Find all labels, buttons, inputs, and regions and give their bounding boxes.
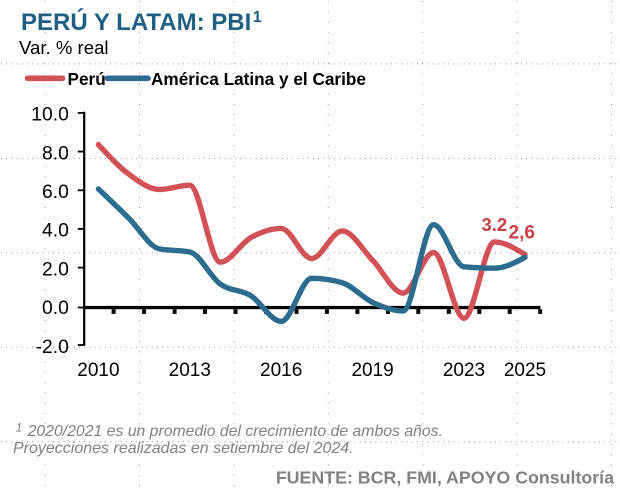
svg-text:2023: 2023 <box>443 360 485 381</box>
svg-text:FUENTE: BCR, FMI, APOYO Consul: FUENTE: BCR, FMI, APOYO Consultoría <box>276 467 614 487</box>
svg-text:Perú: Perú <box>68 69 106 89</box>
svg-text:América Latina y el Caribe: América Latina y el Caribe <box>151 69 366 89</box>
svg-text:6.0: 6.0 <box>42 182 69 203</box>
svg-text:-2.0: -2.0 <box>36 337 69 358</box>
svg-text:2019: 2019 <box>351 360 393 381</box>
svg-text:2010: 2010 <box>77 360 119 381</box>
svg-text:Var. % real: Var. % real <box>19 37 109 58</box>
svg-text:1 2020/2021 es un promedio del: 1 2020/2021 es un promedio del crecimien… <box>16 422 443 440</box>
svg-text:2025: 2025 <box>504 360 546 381</box>
svg-text:2,6: 2,6 <box>509 223 535 244</box>
svg-text:4.0: 4.0 <box>42 221 69 242</box>
svg-text:3.2: 3.2 <box>482 214 508 235</box>
svg-text:8.0: 8.0 <box>42 143 69 164</box>
svg-text:10.0: 10.0 <box>31 105 69 126</box>
svg-text:Proyecciones realizadas en set: Proyecciones realizadas en setiembre del… <box>13 440 354 457</box>
svg-text:PERÚ Y LATAM: PBI1: PERÚ Y LATAM: PBI1 <box>21 8 262 36</box>
svg-text:2.0: 2.0 <box>42 259 69 280</box>
svg-text:2013: 2013 <box>169 360 211 381</box>
svg-text:0.0: 0.0 <box>42 298 69 319</box>
svg-text:2016: 2016 <box>260 360 302 381</box>
